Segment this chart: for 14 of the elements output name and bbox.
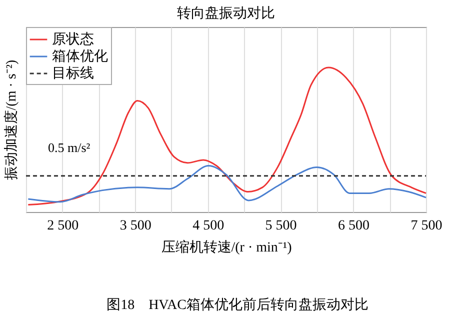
legend-label: 目标线 [52,66,94,82]
x-tick-label: 6 500 [338,218,370,234]
annotation: 0.5 m/s² [48,140,90,156]
x-tick-label: 2 500 [47,218,79,234]
legend-label: 箱体优化 [52,48,108,64]
x-tick-label: 3 500 [120,218,152,234]
x-axis-title: 压缩机转速/(r · min⁻¹) [161,240,292,256]
y-axis-title: 振动加速度/(m · s⁻²) [4,59,20,180]
x-tick-label: 5 500 [265,218,297,234]
legend-label: 原状态 [52,32,94,48]
x-tick-label: 7 500 [410,218,442,234]
chart-title: 转向盘振动对比 [177,6,275,22]
caption: 图18 HVAC箱体优化前后转向盘振动对比 [106,296,370,314]
x-tick-label: 4 500 [192,218,224,234]
